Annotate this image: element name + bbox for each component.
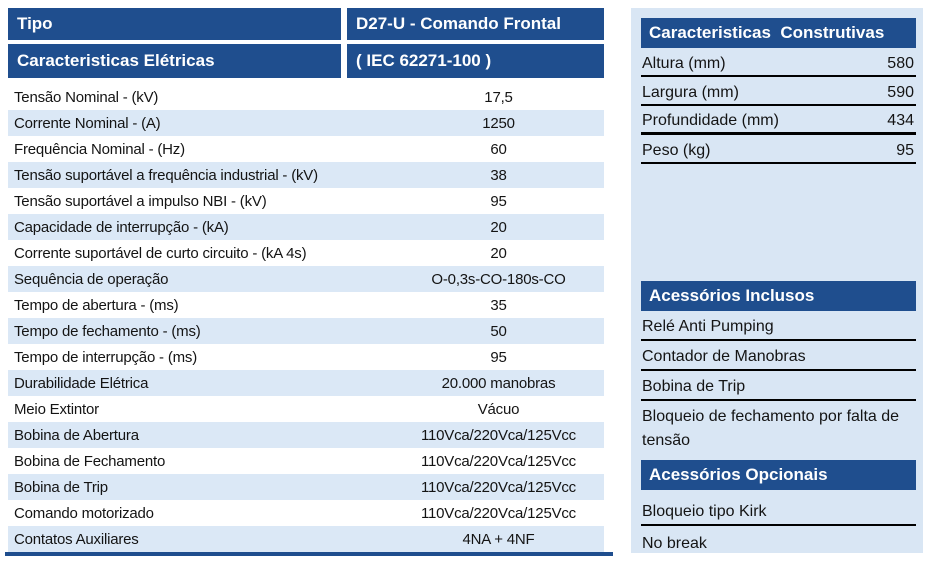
table-row: Tensão suportável a frequência industria… [8, 162, 604, 188]
spec-label: Frequência Nominal - (Hz) [14, 140, 185, 158]
spec-value: 110Vca/220Vca/125Vcc [420, 426, 576, 444]
type-header-label: Tipo [8, 8, 341, 40]
construtivas-header: Caracteristicas Construtivas [641, 18, 916, 48]
spec-label: Bobina de Fechamento [14, 452, 166, 470]
spec-value: Vácuo [477, 400, 520, 418]
dimension-label: Largura (mm) [642, 84, 739, 101]
spec-value: 35 [490, 296, 507, 314]
section-header-label: Caracteristicas Elétricas [8, 44, 341, 78]
construtivas-row: Largura (mm) 590 [641, 77, 916, 106]
dimension-value: 434 [887, 112, 914, 129]
spec-value: 20 [490, 244, 507, 262]
spec-value: 110Vca/220Vca/125Vcc [420, 478, 576, 496]
table-row: Comando motorizado 110Vca/220Vca/125Vcc [8, 500, 604, 526]
spec-value: 50 [490, 322, 507, 340]
spec-value: 20.000 manobras [441, 374, 556, 392]
spec-label: Durabilidade Elétrica [14, 374, 149, 392]
section-header-value: ( IEC 62271-100 ) [347, 44, 604, 78]
list-item: Bloqueio de fechamento por falta de tens… [642, 408, 900, 449]
table-row: Tempo de interrupção - (ms) 95 [8, 344, 604, 370]
table-row: Tempo de fechamento - (ms) 50 [8, 318, 604, 344]
table-row: Bobina de Trip 110Vca/220Vca/125Vcc [8, 474, 604, 500]
table-row: Corrente suportável de curto circuito - … [8, 240, 604, 266]
inclusos-header: Acessórios Inclusos [641, 281, 916, 311]
type-header-value: D27-U - Comando Frontal [347, 8, 604, 40]
spec-label: Tensão suportável a frequência industria… [14, 166, 318, 184]
list-item: Relé Anti Pumping [641, 311, 916, 341]
spec-label: Corrente suportável de curto circuito - … [14, 244, 307, 262]
construtivas-row: Peso (kg) 95 [641, 135, 916, 164]
spec-label: Bobina de Abertura [14, 426, 139, 444]
spec-label: Tempo de interrupção - (ms) [14, 348, 198, 366]
spec-value: O-0,3s-CO-180s-CO [431, 270, 566, 288]
spec-value: 17,5 [484, 88, 513, 106]
dimension-value: 580 [887, 55, 914, 72]
spec-value: 110Vca/220Vca/125Vcc [420, 504, 576, 522]
spec-label: Tensão Nominal - (kV) [14, 88, 159, 106]
side-panel: Caracteristicas Construtivas Altura (mm)… [631, 8, 923, 553]
table-bottom-border [5, 552, 613, 556]
list-item: Bobina de Trip [641, 371, 916, 401]
electrical-specs-table: Tipo D27-U - Comando Frontal Caracterist… [5, 8, 613, 556]
table-row: Sequência de operação O-0,3s-CO-180s-CO [8, 266, 604, 292]
table-title-row: Tipo D27-U - Comando Frontal [8, 8, 604, 40]
dimension-value: 95 [896, 142, 914, 159]
spec-label: Sequência de operação [14, 270, 169, 288]
spec-label: Tempo de abertura - (ms) [14, 296, 179, 314]
spec-label: Bobina de Trip [14, 478, 108, 496]
table-row: Frequência Nominal - (Hz) 60 [8, 136, 604, 162]
dimension-label: Peso (kg) [642, 142, 711, 159]
table-row: Durabilidade Elétrica 20.000 manobras [8, 370, 604, 396]
spec-value: 95 [490, 192, 507, 210]
table-row: Tensão suportável a impulso NBI - (kV) 95 [8, 188, 604, 214]
spec-label: Meio Extintor [14, 400, 99, 418]
dimension-label: Altura (mm) [642, 55, 726, 72]
spec-label: Contatos Auxiliares [14, 530, 139, 548]
list-item: Bloqueio tipo Kirk [641, 490, 916, 526]
table-row: Bobina de Abertura 110Vca/220Vca/125Vcc [8, 422, 604, 448]
spec-value: 4NA + 4NF [462, 530, 535, 548]
construtivas-row: Altura (mm) 580 [641, 48, 916, 77]
spec-label: Capacidade de interrupção - (kA) [14, 218, 229, 236]
panel-spacer [641, 164, 917, 278]
table-row: Capacidade de interrupção - (kA) 20 [8, 214, 604, 240]
spec-value: 38 [490, 166, 507, 184]
table-row: Contatos Auxiliares 4NA + 4NF [8, 526, 604, 552]
table-row: Meio Extintor Vácuo [8, 396, 604, 422]
table-section-row: Caracteristicas Elétricas ( IEC 62271-10… [8, 44, 604, 78]
spec-value: 95 [490, 348, 507, 366]
spec-value: 110Vca/220Vca/125Vcc [420, 452, 576, 470]
table-row: Bobina de Fechamento 110Vca/220Vca/125Vcc [8, 448, 604, 474]
spec-rows: Tensão Nominal - (kV) 17,5 Corrente Nomin… [8, 84, 604, 552]
list-item: Contador de Manobras [641, 341, 916, 371]
spec-value: 1250 [482, 114, 515, 132]
table-row: Tensão Nominal - (kV) 17,5 [8, 84, 604, 110]
spec-value: 20 [490, 218, 507, 236]
dimension-label: Profundidade (mm) [642, 112, 779, 129]
table-row: Tempo de abertura - (ms) 35 [8, 292, 604, 318]
spec-label: Tempo de fechamento - (ms) [14, 322, 201, 340]
opcionais-header: Acessórios Opcionais [641, 460, 916, 490]
spec-label: Comando motorizado [14, 504, 154, 522]
table-row: Corrente Nominal - (A) 1250 [8, 110, 604, 136]
dimension-value: 590 [887, 84, 914, 101]
spec-label: Tensão suportável a impulso NBI - (kV) [14, 192, 267, 210]
construtivas-row: Profundidade (mm) 434 [641, 106, 916, 135]
spec-value: 60 [490, 140, 507, 158]
list-item: No break [642, 535, 707, 552]
spec-label: Corrente Nominal - (A) [14, 114, 161, 132]
